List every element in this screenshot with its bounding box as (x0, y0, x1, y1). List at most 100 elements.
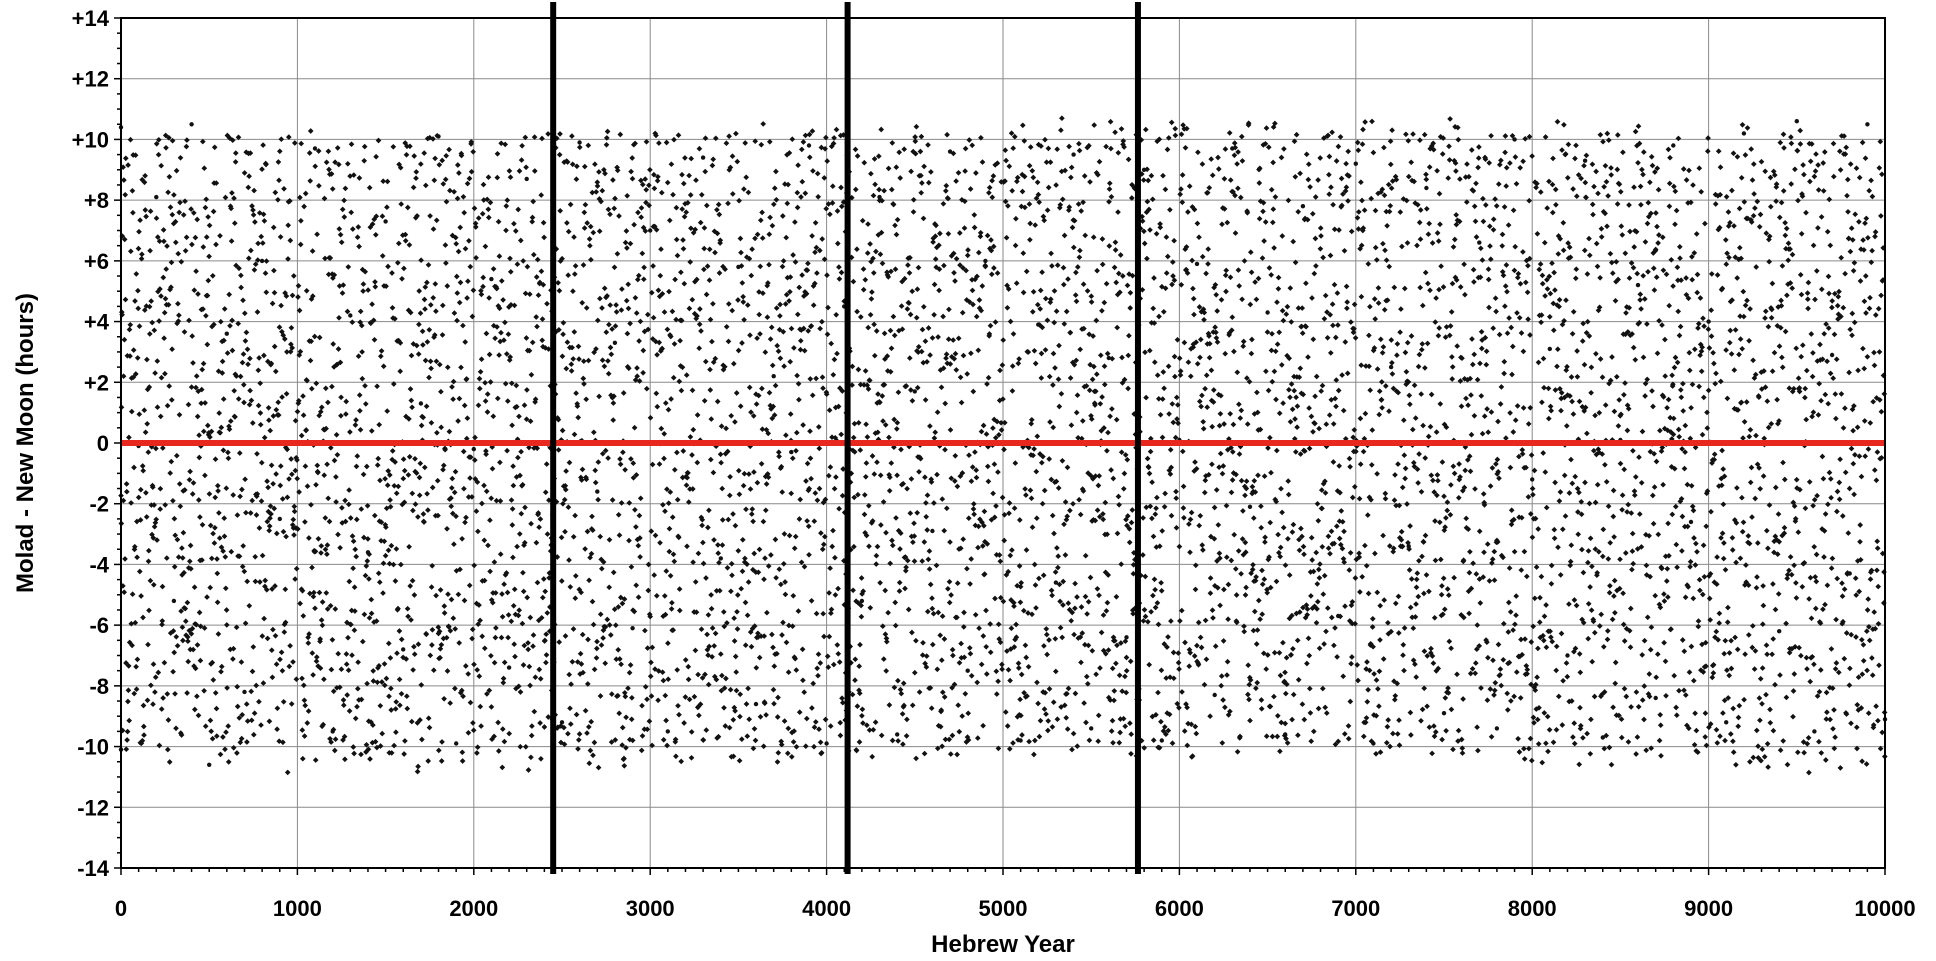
data-point (1240, 343, 1247, 350)
data-point (327, 255, 334, 261)
data-point (1141, 240, 1148, 247)
data-point (1357, 589, 1363, 595)
data-point (678, 387, 685, 394)
data-point (972, 449, 978, 455)
data-point (457, 566, 463, 573)
data-point (735, 297, 741, 303)
data-point (798, 146, 805, 153)
data-point (1202, 477, 1209, 484)
data-point (1028, 495, 1035, 502)
data-point (785, 669, 792, 676)
data-point (662, 692, 669, 699)
data-point (244, 718, 251, 724)
data-point (646, 182, 652, 189)
data-point (498, 140, 505, 147)
data-point (974, 735, 981, 741)
data-point (821, 633, 827, 640)
data-point (693, 276, 700, 283)
data-point (749, 506, 756, 512)
data-point (1145, 618, 1151, 625)
data-point (710, 300, 716, 307)
data-point (410, 184, 417, 191)
data-point (384, 178, 391, 185)
data-point (309, 564, 315, 571)
data-point (1074, 392, 1081, 399)
data-point (1005, 666, 1012, 673)
data-point (1369, 624, 1376, 630)
data-point (781, 531, 788, 537)
data-point (223, 607, 230, 613)
data-point (1239, 536, 1246, 542)
data-point (237, 493, 243, 500)
data-point (362, 401, 369, 407)
data-point (802, 743, 809, 750)
data-point (1167, 206, 1173, 213)
data-point (695, 671, 701, 678)
data-point (1142, 126, 1149, 133)
data-point (160, 695, 166, 701)
data-point (929, 605, 936, 612)
data-point (541, 724, 548, 730)
data-point (184, 690, 190, 696)
data-point (416, 492, 423, 499)
data-point (159, 618, 166, 624)
data-point (748, 409, 754, 416)
data-point (1161, 641, 1168, 647)
data-point (1401, 285, 1408, 292)
data-point (662, 508, 668, 515)
data-point (528, 754, 534, 761)
data-point (1000, 396, 1006, 402)
data-point (511, 641, 518, 648)
data-point (1213, 329, 1219, 336)
data-point (1263, 666, 1270, 672)
data-point (918, 348, 925, 355)
data-point (850, 278, 857, 285)
data-point (374, 462, 381, 468)
data-point (999, 362, 1006, 368)
data-point (814, 497, 821, 504)
data-point (854, 153, 861, 159)
data-point (1140, 515, 1146, 521)
data-point (796, 516, 803, 522)
data-point (226, 426, 233, 433)
data-point (668, 161, 675, 168)
data-point (830, 371, 837, 378)
data-point (361, 157, 368, 164)
data-point (1057, 598, 1063, 605)
data-point (178, 608, 184, 614)
data-point (1113, 279, 1120, 286)
data-point (1111, 264, 1118, 271)
data-point (252, 553, 259, 560)
data-point (828, 340, 835, 347)
data-point (539, 594, 546, 601)
data-point (988, 237, 994, 243)
data-point (858, 602, 864, 609)
data-point (263, 161, 269, 168)
data-point (503, 351, 510, 357)
data-point (759, 235, 766, 241)
data-point (1244, 421, 1251, 427)
data-point (912, 138, 919, 145)
data-point (616, 213, 622, 219)
data-point (1339, 545, 1346, 552)
data-point (960, 536, 967, 543)
data-point (837, 732, 844, 739)
data-point (1073, 298, 1080, 305)
data-point (1124, 513, 1131, 519)
data-point (660, 501, 666, 508)
data-point (1242, 592, 1249, 598)
data-point (187, 468, 193, 475)
data-point (368, 596, 375, 603)
data-point (1168, 119, 1175, 126)
data-point (1060, 578, 1067, 585)
data-point (1304, 606, 1311, 612)
data-point (564, 159, 571, 165)
data-point (1144, 255, 1150, 262)
data-point (470, 148, 477, 155)
data-point (1083, 383, 1090, 389)
data-point (1087, 574, 1094, 581)
data-point (827, 211, 833, 218)
data-point (901, 275, 908, 282)
data-point (1340, 191, 1346, 197)
data-point (1354, 662, 1361, 668)
